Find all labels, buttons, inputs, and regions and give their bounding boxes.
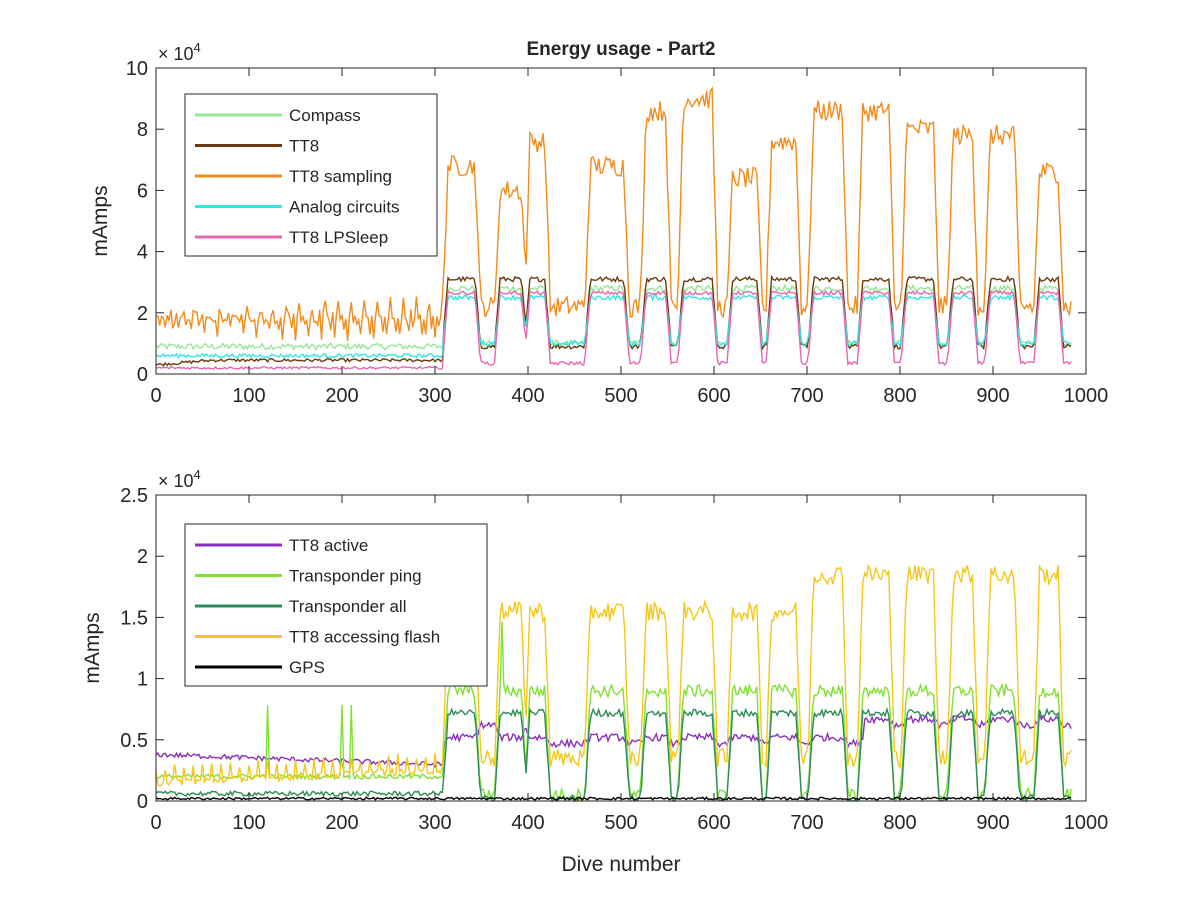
x-tick-label: 600: [697, 812, 730, 834]
y-tick-label: 0: [137, 791, 148, 813]
x-tick-label: 100: [232, 812, 265, 834]
y-tick-label: 2: [137, 303, 148, 325]
x-tick-label: 600: [697, 385, 730, 407]
x-tick-label: 300: [418, 812, 451, 834]
x-tick-label: 200: [325, 812, 358, 834]
y-tick-label: 8: [137, 119, 148, 141]
chart-title: Energy usage - Part2: [526, 39, 715, 60]
y-tick-label: 0: [137, 364, 148, 386]
top-ticks: 0 100 200 300 400 500 600 700 800 900 1000 0 2 4 6 8 10: [126, 58, 1109, 407]
legend-entry: TT8 LPSleep: [289, 228, 388, 247]
bottom-series-group: [155, 542, 1072, 803]
y-tick-label: 1: [137, 669, 148, 691]
legend-entry: GPS: [289, 658, 325, 677]
bottom-y-axis-label: mAmps: [81, 612, 104, 683]
legend-entry: TT8 accessing flash: [289, 628, 440, 647]
series-line-gps: [155, 796, 1072, 801]
y-tick-label: 2: [137, 546, 148, 568]
bottom-ticks: 0 100 200 300 400 500 600 700 800 900 1000 0 0.5 1 1.5…: [120, 485, 1108, 834]
x-tick-label: 800: [883, 385, 916, 407]
bottom-y-multiplier: × 104: [158, 467, 201, 491]
legend-entry: Compass: [289, 106, 361, 125]
top-series-group: [155, 85, 1072, 371]
top-panel: 0 100 200 300 400 500 600 700 800 900 10000246810 …: [89, 40, 1108, 407]
legend-entry: TT8 sampling: [289, 167, 392, 186]
bottom-panel: 0 100 200 300 400 500 600 700 800 900 1000 0 0.5 1 1.5…: [81, 467, 1108, 876]
y-tick-label: 0.5: [120, 730, 148, 752]
top-y-axis-label: mAmps: [89, 185, 112, 256]
legend-entry: Analog circuits: [289, 198, 400, 217]
series-line-transponder-all: [155, 706, 1072, 803]
x-tick-label: 1000: [1064, 385, 1109, 407]
x-tick-label: 500: [604, 812, 637, 834]
series-line-tt8: [155, 274, 1072, 367]
series-line-tt8-accessing-flash: [155, 563, 1072, 787]
x-tick-label: 400: [511, 812, 544, 834]
x-tick-label: 300: [418, 385, 451, 407]
series-line-tt8-lpsleep: [155, 288, 1072, 371]
legend-entry: Transponder ping: [289, 567, 422, 586]
legend-entry: TT8 active: [289, 536, 368, 555]
legend-entry: TT8: [289, 137, 319, 156]
legend-entry: Transponder all: [289, 597, 407, 616]
x-tick-label: 400: [511, 385, 544, 407]
series-line-transponder-ping: [155, 542, 1072, 803]
x-tick-label: 900: [976, 812, 1009, 834]
y-tick-label: 1.5: [120, 607, 148, 629]
x-tick-label: 0: [150, 812, 161, 834]
top-y-multiplier: × 104: [158, 40, 201, 64]
x-tick-label: 0: [150, 385, 161, 407]
y-tick-label: 4: [137, 242, 148, 264]
y-tick-label: 2.5: [120, 485, 148, 507]
y-tick-label: 6: [137, 180, 148, 202]
series-line-compass: [155, 283, 1072, 351]
x-tick-label: 200: [325, 385, 358, 407]
x-tick-label: 700: [790, 385, 823, 407]
series-line-tt8-active: [155, 713, 1072, 769]
top-legend[interactable]: Compass TT8 TT8 sampling Analog circuits TT8…: [184, 93, 438, 257]
x-tick-label: 500: [604, 385, 637, 407]
series-line-analog-circuits: [155, 292, 1072, 359]
x-tick-label: 700: [790, 812, 823, 834]
bottom-legend[interactable]: TT8 active Transponder ping Transponder al…: [184, 523, 488, 687]
series-line-tt8-sampling: [155, 85, 1072, 341]
y-tick-label: 10: [126, 58, 148, 80]
x-tick-label: 800: [883, 812, 916, 834]
bottom-x-axis-label: Dive number: [561, 853, 680, 876]
x-tick-label: 1000: [1064, 812, 1109, 834]
x-tick-label: 900: [976, 385, 1009, 407]
x-tick-label: 100: [232, 385, 265, 407]
